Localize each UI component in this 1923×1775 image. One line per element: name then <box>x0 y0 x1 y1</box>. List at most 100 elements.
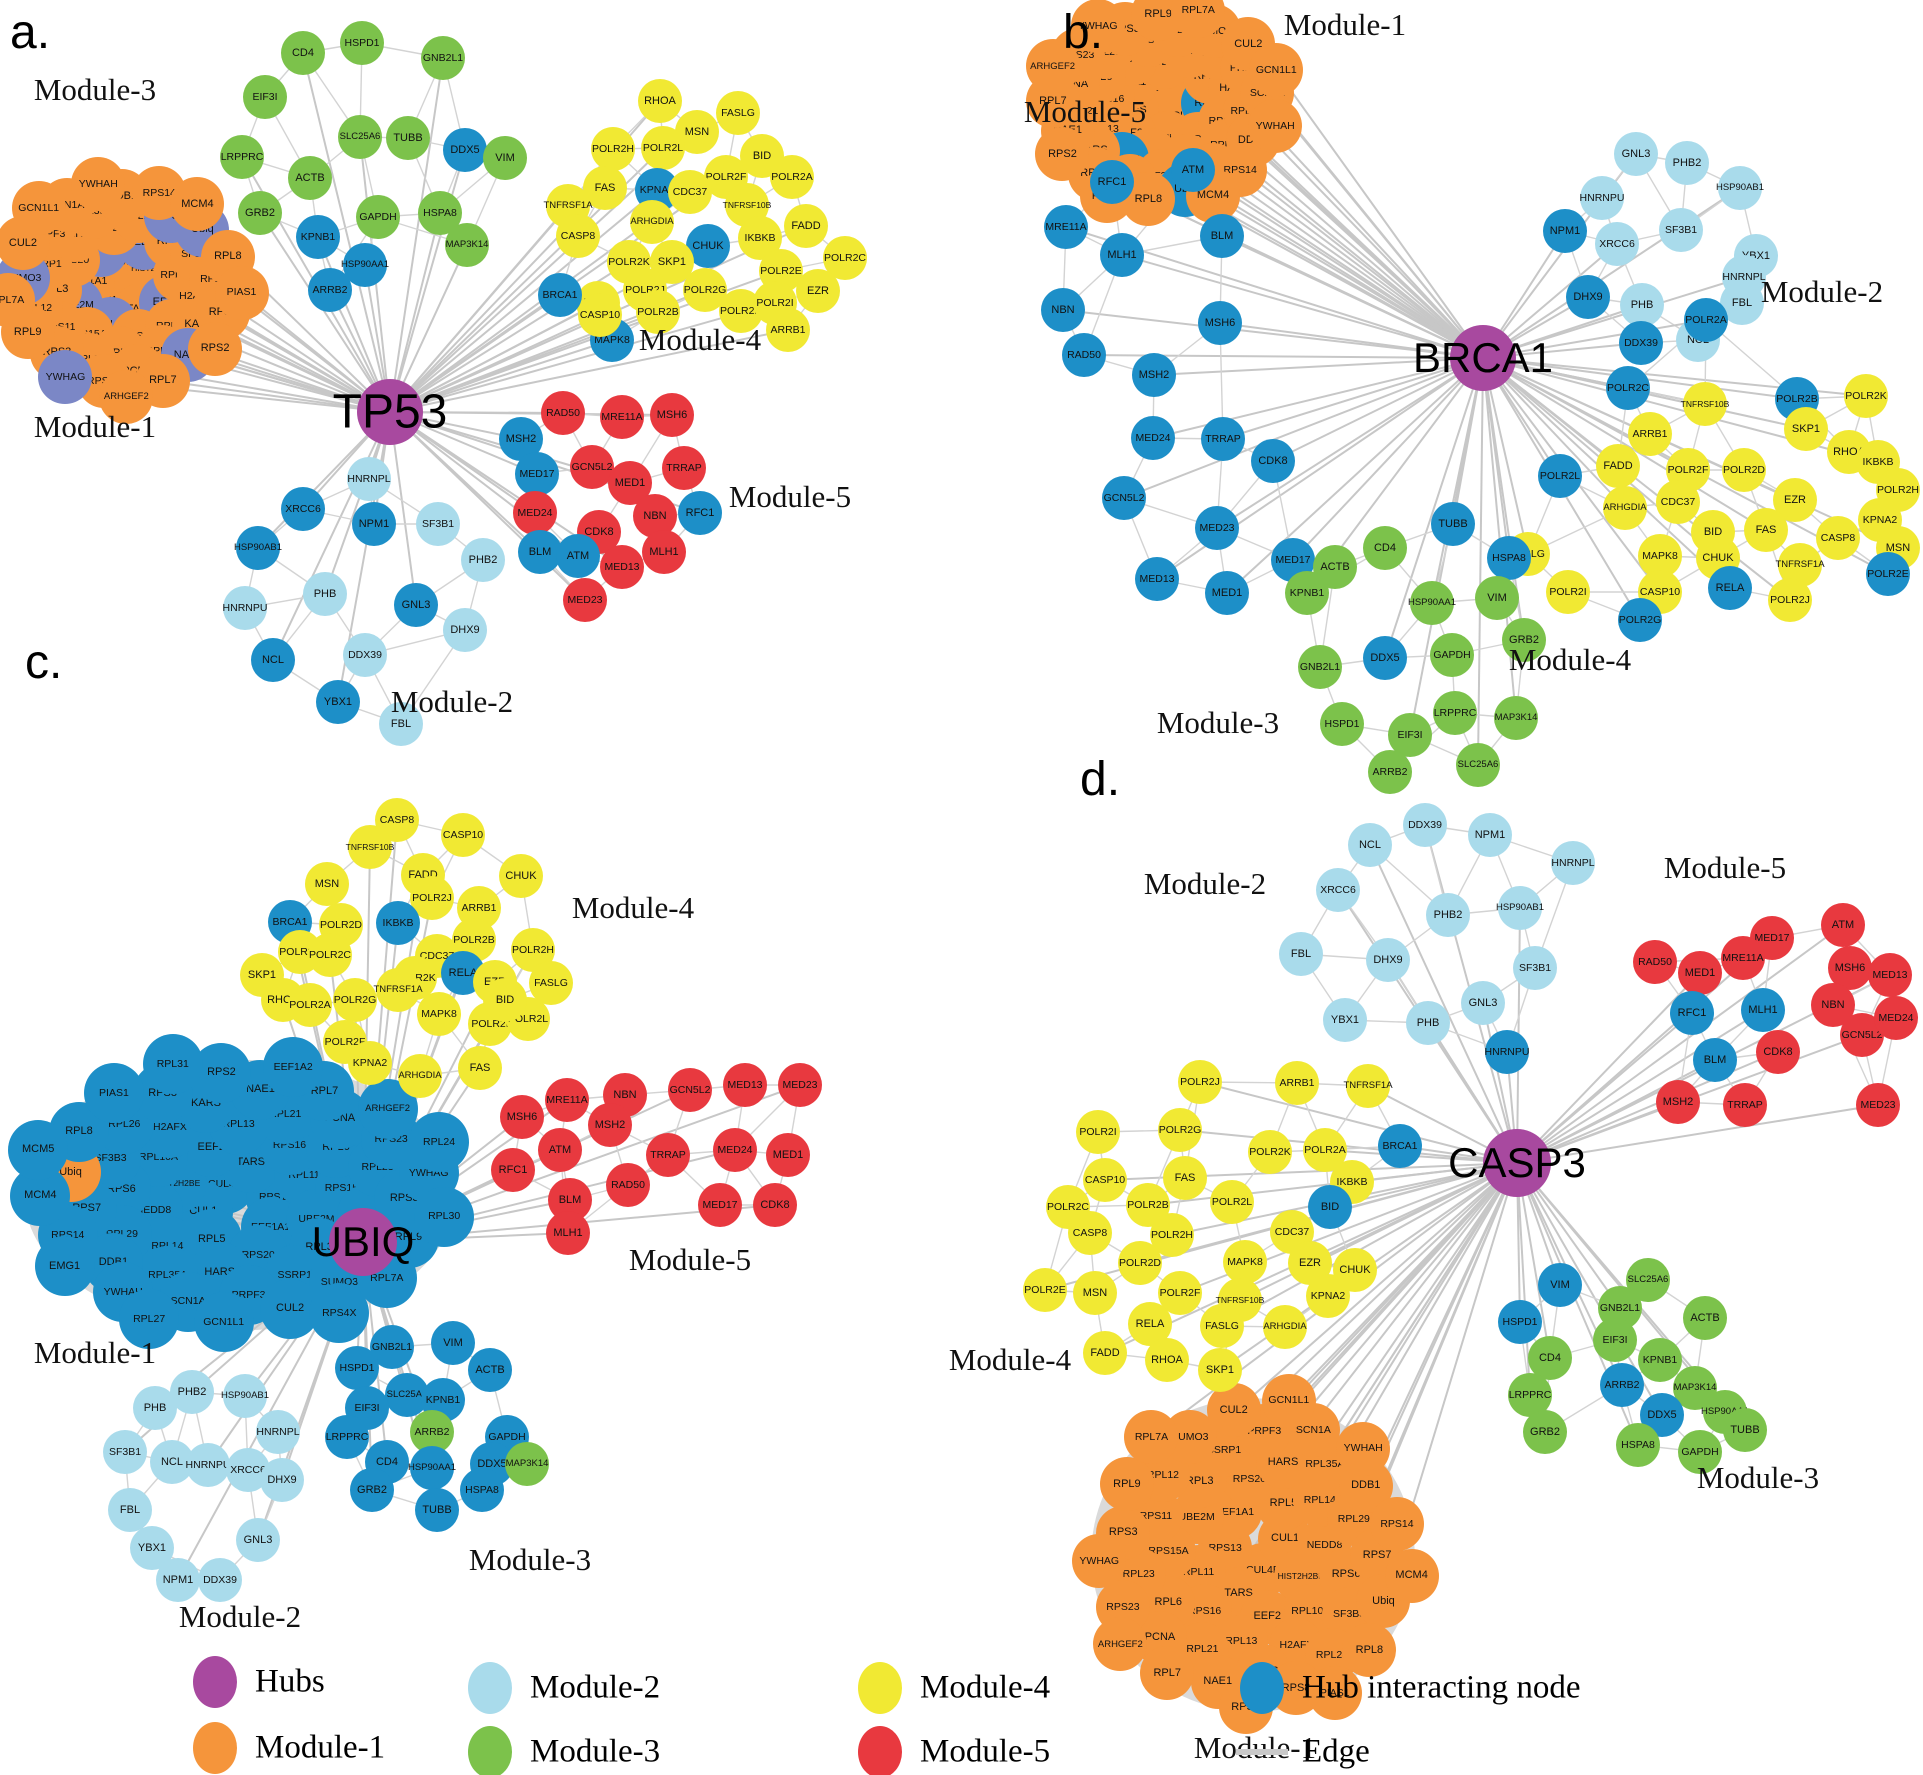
node-med24: MED24 <box>713 1128 757 1172</box>
node-med23: MED23 <box>563 578 607 622</box>
panel-letter: a. <box>10 6 51 59</box>
edge <box>1222 357 1484 440</box>
node-ywhah: YWHAH <box>1248 98 1303 153</box>
edge <box>389 205 569 413</box>
node-polr2l: POLR2L <box>1210 1180 1254 1224</box>
node-xrcc6: XRCC6 <box>281 487 325 531</box>
node-map3k14: MAP3K14 <box>1494 696 1538 740</box>
node-msh6: MSH6 <box>500 1095 544 1139</box>
node-kpnb1: KPNB1 <box>1638 1338 1682 1382</box>
node-npm1: NPM1 <box>1468 813 1512 857</box>
node-phb: PHB <box>1620 283 1664 327</box>
node-polr2j: POLR2J <box>1178 1060 1222 1104</box>
node-fas: FAS <box>1163 1156 1207 1200</box>
node-rpl30: RPL30 <box>414 1186 475 1247</box>
node-mapk8: MAPK8 <box>1223 1240 1267 1284</box>
node-hspa8: HSPA8 <box>460 1468 504 1512</box>
node-ddx39: DDX39 <box>1619 321 1663 365</box>
node-gcn1l1: GCN1L1 <box>1261 1373 1316 1428</box>
node-ddx39: DDX39 <box>343 633 387 677</box>
node-ikbkb: IKBKB <box>376 901 420 945</box>
node-msh2: MSH2 <box>499 417 543 461</box>
node-actb: ACTB <box>468 1348 512 1392</box>
node-pias1: PIAS1 <box>83 1063 144 1124</box>
node-cdk8: CDK8 <box>753 1183 797 1227</box>
node-skp1: SKP1 <box>1198 1348 1242 1392</box>
node-casp8: CASP8 <box>1068 1211 1112 1255</box>
node-kpna2: KPNA2 <box>348 1041 392 1085</box>
node-polr2b: POLR2B <box>636 290 680 334</box>
node-cdc37: CDC37 <box>1656 480 1700 524</box>
node-arhgdia: ARHGDIA <box>630 200 674 244</box>
node-trrap: TRRAP <box>662 446 706 490</box>
edge <box>1516 924 1844 1164</box>
node-arhgdia: ARHGDIA <box>1603 486 1647 530</box>
hub-label: UBIQ <box>311 1218 415 1265</box>
legend-swatch-hub <box>193 1656 237 1708</box>
node-ywhag: YWHAG <box>1072 1534 1127 1589</box>
node-rhoa: RHOA <box>638 79 682 123</box>
legend-label: Module-3 <box>530 1733 661 1770</box>
node-faslg: FASLG <box>1200 1304 1244 1348</box>
node-lrpprc: LRPPRC <box>1508 1373 1552 1417</box>
edge <box>1516 1162 1531 1396</box>
node-fbl: FBL <box>108 1488 152 1532</box>
node-mre11a: MRE11A <box>1044 205 1088 249</box>
edge <box>389 212 441 413</box>
node-fbl: FBL <box>379 702 423 746</box>
node-med24: MED24 <box>513 491 557 535</box>
node-blm: BLM <box>1200 214 1244 258</box>
node-grb2: GRB2 <box>1502 618 1546 662</box>
edge <box>1482 357 1529 555</box>
legend-label-edge: Edge <box>1302 1733 1370 1770</box>
node-cd4: CD4 <box>1528 1336 1572 1380</box>
node-polr2d: POLR2D <box>1118 1241 1162 1285</box>
node-pias1: PIAS1 <box>1307 1666 1362 1721</box>
node-hnrnpl: HNRNPL <box>1551 841 1595 885</box>
node-arhgef2: ARHGEF2 <box>99 369 154 424</box>
node-npm1: NPM1 <box>156 1558 200 1602</box>
node-atm: ATM <box>1821 903 1865 947</box>
node-mcm4: MCM4 <box>170 177 225 232</box>
node-gnb2l1: GNB2L1 <box>1298 645 1342 689</box>
node-ddx5: DDX5 <box>1363 636 1407 680</box>
node-med1: MED1 <box>766 1133 810 1177</box>
node-polr2j: POLR2J <box>1768 578 1812 622</box>
node-atm: ATM <box>556 534 600 578</box>
node-ncl: NCL <box>1348 823 1392 867</box>
node-rela: RELA <box>1708 566 1752 610</box>
edge <box>389 189 658 413</box>
node-polr2c: POLR2C <box>1606 366 1650 410</box>
node-rpl8: RPL8 <box>1342 1623 1397 1678</box>
node-map3k14: MAP3K14 <box>445 223 489 267</box>
node-hnrnpu: HNRNPU <box>1485 1030 1529 1074</box>
node-ezr: EZR <box>796 269 840 313</box>
node-ddx5: DDX5 <box>443 128 487 172</box>
node-rps4x: RPS4X <box>309 1282 370 1343</box>
module-label-module-4: Module-4 <box>1508 642 1632 677</box>
module-label-module-4: Module-4 <box>948 1342 1072 1377</box>
node-vim: VIM <box>1475 576 1519 620</box>
node-polr2e: POLR2E <box>1866 552 1910 596</box>
edge <box>1516 1051 1779 1164</box>
node-hspa8: HSPA8 <box>1487 536 1531 580</box>
node-bid: BID <box>1308 1185 1352 1229</box>
node-dhx9: DHX9 <box>260 1458 304 1502</box>
node-bid: BID <box>483 978 527 1022</box>
node-mcm4: MCM4 <box>1384 1548 1439 1603</box>
legend-swatch-m2 <box>468 1662 512 1714</box>
node-med13: MED13 <box>723 1063 767 1107</box>
node-xrcc6: XRCC6 <box>1595 222 1639 266</box>
node-lrpprc: LRPPRC <box>220 135 264 179</box>
module-label-module-3: Module-3 <box>33 72 157 107</box>
edge <box>1251 139 1484 359</box>
node-vim: VIM <box>1538 1263 1582 1307</box>
node-tnfrsf1a: TNFRSF1A <box>1343 1064 1393 1108</box>
edge <box>272 411 391 661</box>
node-sf3b1: SF3B1 <box>1513 946 1557 990</box>
node-med23: MED23 <box>1856 1083 1900 1127</box>
node-grb2: GRB2 <box>1523 1410 1567 1454</box>
node-eif3i: EIF3I <box>1593 1318 1637 1362</box>
node-gcn5l2: GCN5L2 <box>570 445 614 489</box>
